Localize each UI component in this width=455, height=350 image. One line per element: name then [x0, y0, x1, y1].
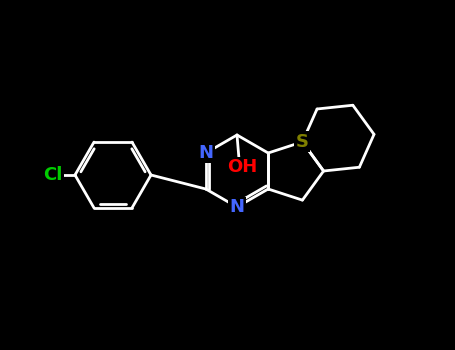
Text: OH: OH [227, 158, 257, 176]
Text: S: S [296, 133, 309, 151]
Text: Cl: Cl [43, 166, 63, 184]
Text: N: N [229, 198, 244, 216]
Text: N: N [198, 144, 213, 162]
